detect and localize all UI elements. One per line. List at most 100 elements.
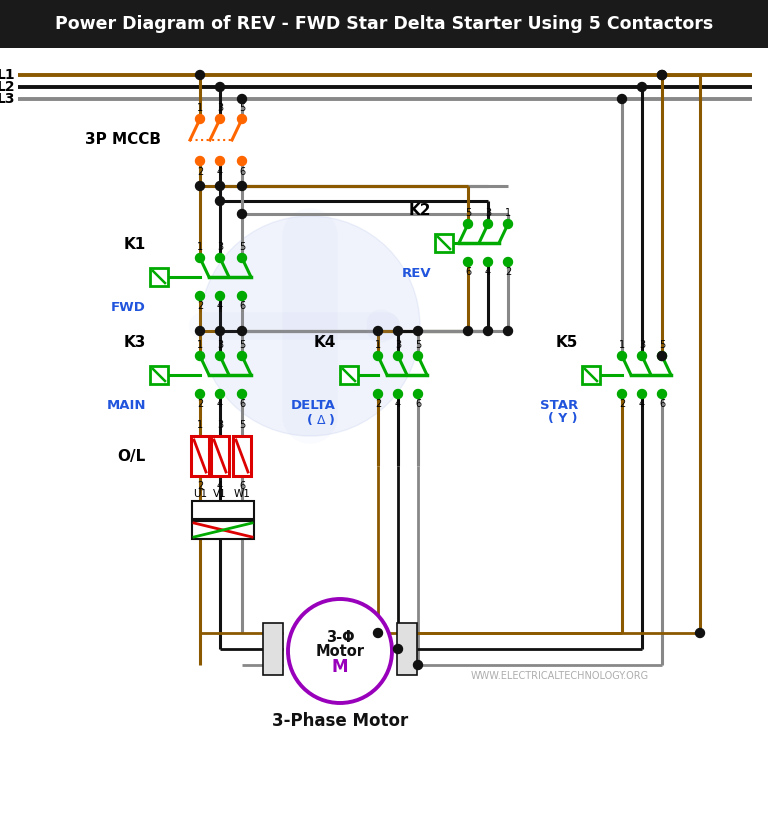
Text: W1: W1 xyxy=(233,489,250,499)
Text: 2: 2 xyxy=(619,399,625,409)
Text: O/L: O/L xyxy=(118,449,146,463)
Text: 2: 2 xyxy=(375,399,381,409)
Text: 3: 3 xyxy=(395,340,401,350)
Circle shape xyxy=(237,254,247,263)
FancyBboxPatch shape xyxy=(582,366,600,384)
Circle shape xyxy=(196,326,204,335)
Text: 6: 6 xyxy=(659,399,665,409)
Text: 4: 4 xyxy=(639,399,645,409)
Circle shape xyxy=(617,389,627,398)
Circle shape xyxy=(288,599,392,703)
Circle shape xyxy=(637,352,647,361)
Circle shape xyxy=(200,216,420,436)
Text: 6: 6 xyxy=(239,481,245,491)
Text: 6: 6 xyxy=(239,399,245,409)
Circle shape xyxy=(393,326,402,335)
Circle shape xyxy=(696,628,704,637)
Text: 6: 6 xyxy=(239,301,245,311)
Circle shape xyxy=(237,210,247,219)
Text: U2: U2 xyxy=(213,526,227,536)
Circle shape xyxy=(393,645,402,654)
Text: W2: W2 xyxy=(191,526,208,536)
Circle shape xyxy=(373,326,382,335)
Circle shape xyxy=(504,220,512,228)
Text: MAIN: MAIN xyxy=(107,399,146,412)
Text: ( Y ): ( Y ) xyxy=(548,412,578,425)
Text: 1: 1 xyxy=(619,340,625,350)
Text: U2: U2 xyxy=(401,645,413,654)
Circle shape xyxy=(196,181,204,190)
Text: 1: 1 xyxy=(197,242,203,252)
Text: 3P MCCB: 3P MCCB xyxy=(85,132,161,148)
Circle shape xyxy=(237,181,247,190)
FancyBboxPatch shape xyxy=(150,366,168,384)
Circle shape xyxy=(196,254,204,263)
Circle shape xyxy=(657,389,667,398)
Text: 3: 3 xyxy=(217,340,223,350)
FancyBboxPatch shape xyxy=(263,623,283,675)
Text: REV: REV xyxy=(402,267,431,280)
Circle shape xyxy=(196,70,204,79)
Text: W2: W2 xyxy=(400,628,414,637)
Text: 3: 3 xyxy=(485,208,491,218)
Text: 3: 3 xyxy=(639,340,645,350)
Text: U1: U1 xyxy=(193,489,207,499)
Text: K1: K1 xyxy=(124,237,146,252)
Text: V2: V2 xyxy=(235,526,249,536)
Circle shape xyxy=(216,181,224,190)
Text: K4: K4 xyxy=(313,335,336,350)
Circle shape xyxy=(196,389,204,398)
FancyBboxPatch shape xyxy=(211,436,229,476)
Circle shape xyxy=(637,389,647,398)
Text: L1: L1 xyxy=(0,68,15,82)
FancyBboxPatch shape xyxy=(192,521,254,539)
Circle shape xyxy=(464,326,472,335)
Text: L2: L2 xyxy=(0,80,15,94)
Text: 1: 1 xyxy=(505,208,511,218)
Circle shape xyxy=(216,254,224,263)
Circle shape xyxy=(237,389,247,398)
Text: 2: 2 xyxy=(197,167,203,177)
Circle shape xyxy=(237,326,247,335)
Circle shape xyxy=(504,326,512,335)
FancyBboxPatch shape xyxy=(150,268,168,286)
Text: V1: V1 xyxy=(214,489,227,499)
Text: Motor: Motor xyxy=(316,644,365,659)
Text: ( $\Delta$ ): ( $\Delta$ ) xyxy=(306,412,336,427)
Circle shape xyxy=(237,352,247,361)
Text: Power Diagram of REV - FWD Star Delta Starter Using 5 Contactors: Power Diagram of REV - FWD Star Delta St… xyxy=(55,15,713,33)
Circle shape xyxy=(237,157,247,166)
Circle shape xyxy=(504,258,512,267)
Circle shape xyxy=(196,114,204,123)
Circle shape xyxy=(657,352,667,361)
Text: 1: 1 xyxy=(375,340,381,350)
Circle shape xyxy=(393,352,402,361)
Circle shape xyxy=(196,291,204,300)
Circle shape xyxy=(657,70,667,79)
FancyBboxPatch shape xyxy=(435,234,453,252)
Text: 3: 3 xyxy=(217,242,223,252)
Circle shape xyxy=(373,628,382,637)
Text: 6: 6 xyxy=(415,399,421,409)
Circle shape xyxy=(216,326,224,335)
Circle shape xyxy=(216,389,224,398)
Text: K3: K3 xyxy=(124,335,146,350)
Circle shape xyxy=(637,82,647,91)
Circle shape xyxy=(196,157,204,166)
Circle shape xyxy=(464,220,472,228)
Circle shape xyxy=(237,95,247,104)
Text: 4: 4 xyxy=(217,167,223,177)
FancyBboxPatch shape xyxy=(0,0,768,48)
Circle shape xyxy=(657,70,667,79)
Circle shape xyxy=(393,389,402,398)
Text: 4: 4 xyxy=(217,399,223,409)
Text: 1: 1 xyxy=(197,420,203,430)
Text: V2: V2 xyxy=(401,660,413,669)
Circle shape xyxy=(617,352,627,361)
Circle shape xyxy=(484,220,492,228)
Text: FWD: FWD xyxy=(111,301,146,314)
Circle shape xyxy=(413,660,422,669)
Text: DELTA: DELTA xyxy=(291,399,336,412)
Text: 3: 3 xyxy=(217,103,223,113)
Circle shape xyxy=(484,258,492,267)
